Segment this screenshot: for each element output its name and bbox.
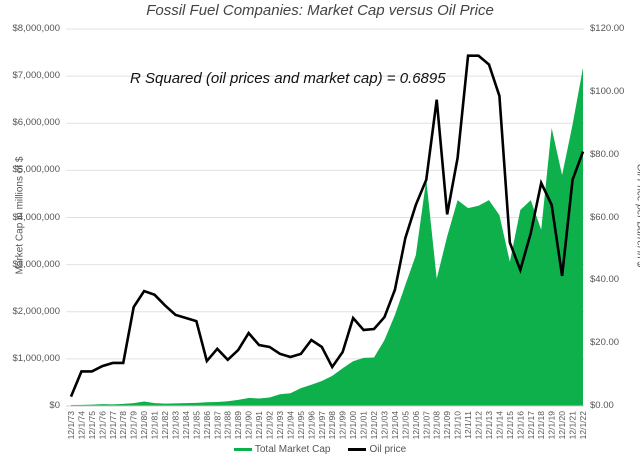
right-axis-tick: $60.00 xyxy=(590,211,620,223)
svg-text:12/1/08: 12/1/08 xyxy=(432,411,442,440)
left-axis-tick: $8,000,000 xyxy=(12,23,60,34)
right-axis-tick: $40.00 xyxy=(590,274,620,286)
legend-item-market-cap: Total Market Cap xyxy=(233,444,331,455)
left-axis-tick: $6,000,000 xyxy=(12,117,60,129)
svg-text:12/1/15: 12/1/15 xyxy=(505,411,515,440)
svg-text:12/1/82: 12/1/82 xyxy=(160,411,170,440)
left-axis-tick: $0 xyxy=(49,400,60,411)
svg-text:12/1/90: 12/1/90 xyxy=(244,411,254,440)
svg-text:12/1/06: 12/1/06 xyxy=(411,411,421,440)
svg-text:12/1/13: 12/1/13 xyxy=(484,411,494,440)
left-axis-tick: $3,000,000 xyxy=(12,258,60,270)
svg-text:12/1/05: 12/1/05 xyxy=(400,411,410,440)
svg-text:12/1/79: 12/1/79 xyxy=(129,411,139,440)
legend-label: Total Market Cap xyxy=(254,444,331,455)
left-axis-tick: $5,000,000 xyxy=(12,164,60,176)
svg-text:12/1/95: 12/1/95 xyxy=(296,411,306,440)
chart-title: Fossil Fuel Companies: Market Cap versus… xyxy=(146,2,494,19)
legend: Total Market Cap Oil price xyxy=(0,444,640,455)
black-line-icon xyxy=(348,448,367,451)
svg-text:12/1/92: 12/1/92 xyxy=(265,411,275,440)
left-axis-tick: $2,000,000 xyxy=(12,305,60,317)
svg-text:12/1/74: 12/1/74 xyxy=(76,411,86,440)
svg-text:12/1/07: 12/1/07 xyxy=(421,411,431,440)
svg-text:12/1/01: 12/1/01 xyxy=(359,411,369,440)
svg-text:12/1/97: 12/1/97 xyxy=(317,411,327,440)
svg-text:12/1/17: 12/1/17 xyxy=(526,411,536,440)
svg-text:12/1/75: 12/1/75 xyxy=(87,411,97,440)
svg-text:12/1/02: 12/1/02 xyxy=(369,411,379,440)
green-swatch-icon xyxy=(233,448,252,451)
svg-text:12/1/10: 12/1/10 xyxy=(453,411,463,440)
svg-text:12/1/21: 12/1/21 xyxy=(568,411,578,440)
svg-text:12/1/22: 12/1/22 xyxy=(578,411,588,440)
right-axis-tick: $0.00 xyxy=(590,400,614,411)
svg-text:12/1/89: 12/1/89 xyxy=(233,411,243,440)
svg-text:12/1/83: 12/1/83 xyxy=(170,411,180,440)
left-axis-tick: $4,000,000 xyxy=(12,211,60,223)
legend-item-oil: Oil price xyxy=(348,444,406,455)
svg-text:12/1/09: 12/1/09 xyxy=(442,411,452,440)
r-squared-annotation: R Squared (oil prices and market cap) = … xyxy=(130,70,446,87)
svg-text:12/1/00: 12/1/00 xyxy=(348,411,358,440)
svg-text:12/1/14: 12/1/14 xyxy=(494,411,504,440)
svg-text:12/1/85: 12/1/85 xyxy=(191,411,201,440)
svg-text:12/1/98: 12/1/98 xyxy=(327,411,337,440)
svg-text:12/1/19: 12/1/19 xyxy=(547,411,557,440)
left-axis-tick: $1,000,000 xyxy=(12,352,60,364)
svg-text:12/1/16: 12/1/16 xyxy=(515,411,525,440)
svg-text:12/1/87: 12/1/87 xyxy=(212,411,222,440)
svg-text:12/1/86: 12/1/86 xyxy=(202,411,212,440)
svg-text:12/1/03: 12/1/03 xyxy=(379,411,389,440)
svg-text:12/1/81: 12/1/81 xyxy=(150,411,160,440)
svg-text:12/1/77: 12/1/77 xyxy=(108,411,118,440)
right-axis-tick: $20.00 xyxy=(590,337,620,349)
legend-label: Oil price xyxy=(369,444,407,455)
svg-text:12/1/99: 12/1/99 xyxy=(338,411,348,440)
svg-text:12/1/94: 12/1/94 xyxy=(285,411,295,440)
svg-text:12/1/91: 12/1/91 xyxy=(254,411,264,440)
svg-text:12/1/80: 12/1/80 xyxy=(139,411,149,440)
svg-text:12/1/04: 12/1/04 xyxy=(390,411,400,440)
svg-text:12/1/18: 12/1/18 xyxy=(536,411,546,440)
svg-text:12/1/84: 12/1/84 xyxy=(181,411,191,440)
svg-text:12/1/20: 12/1/20 xyxy=(557,411,567,440)
svg-text:12/1/76: 12/1/76 xyxy=(97,411,107,440)
right-axis-tick: $100.00 xyxy=(590,85,625,97)
right-axis-tick: $80.00 xyxy=(590,148,620,160)
svg-text:12/1/96: 12/1/96 xyxy=(306,411,316,440)
svg-text:12/1/88: 12/1/88 xyxy=(223,411,233,440)
svg-text:12/1/12: 12/1/12 xyxy=(474,411,484,440)
svg-text:12/1/11: 12/1/11 xyxy=(463,411,473,439)
left-axis-tick: $7,000,000 xyxy=(12,70,60,82)
svg-text:12/1/93: 12/1/93 xyxy=(275,411,285,440)
svg-text:12/1/78: 12/1/78 xyxy=(118,411,128,440)
svg-text:12/1/73: 12/1/73 xyxy=(66,411,76,440)
right-axis-tick: $120.00 xyxy=(590,23,625,34)
